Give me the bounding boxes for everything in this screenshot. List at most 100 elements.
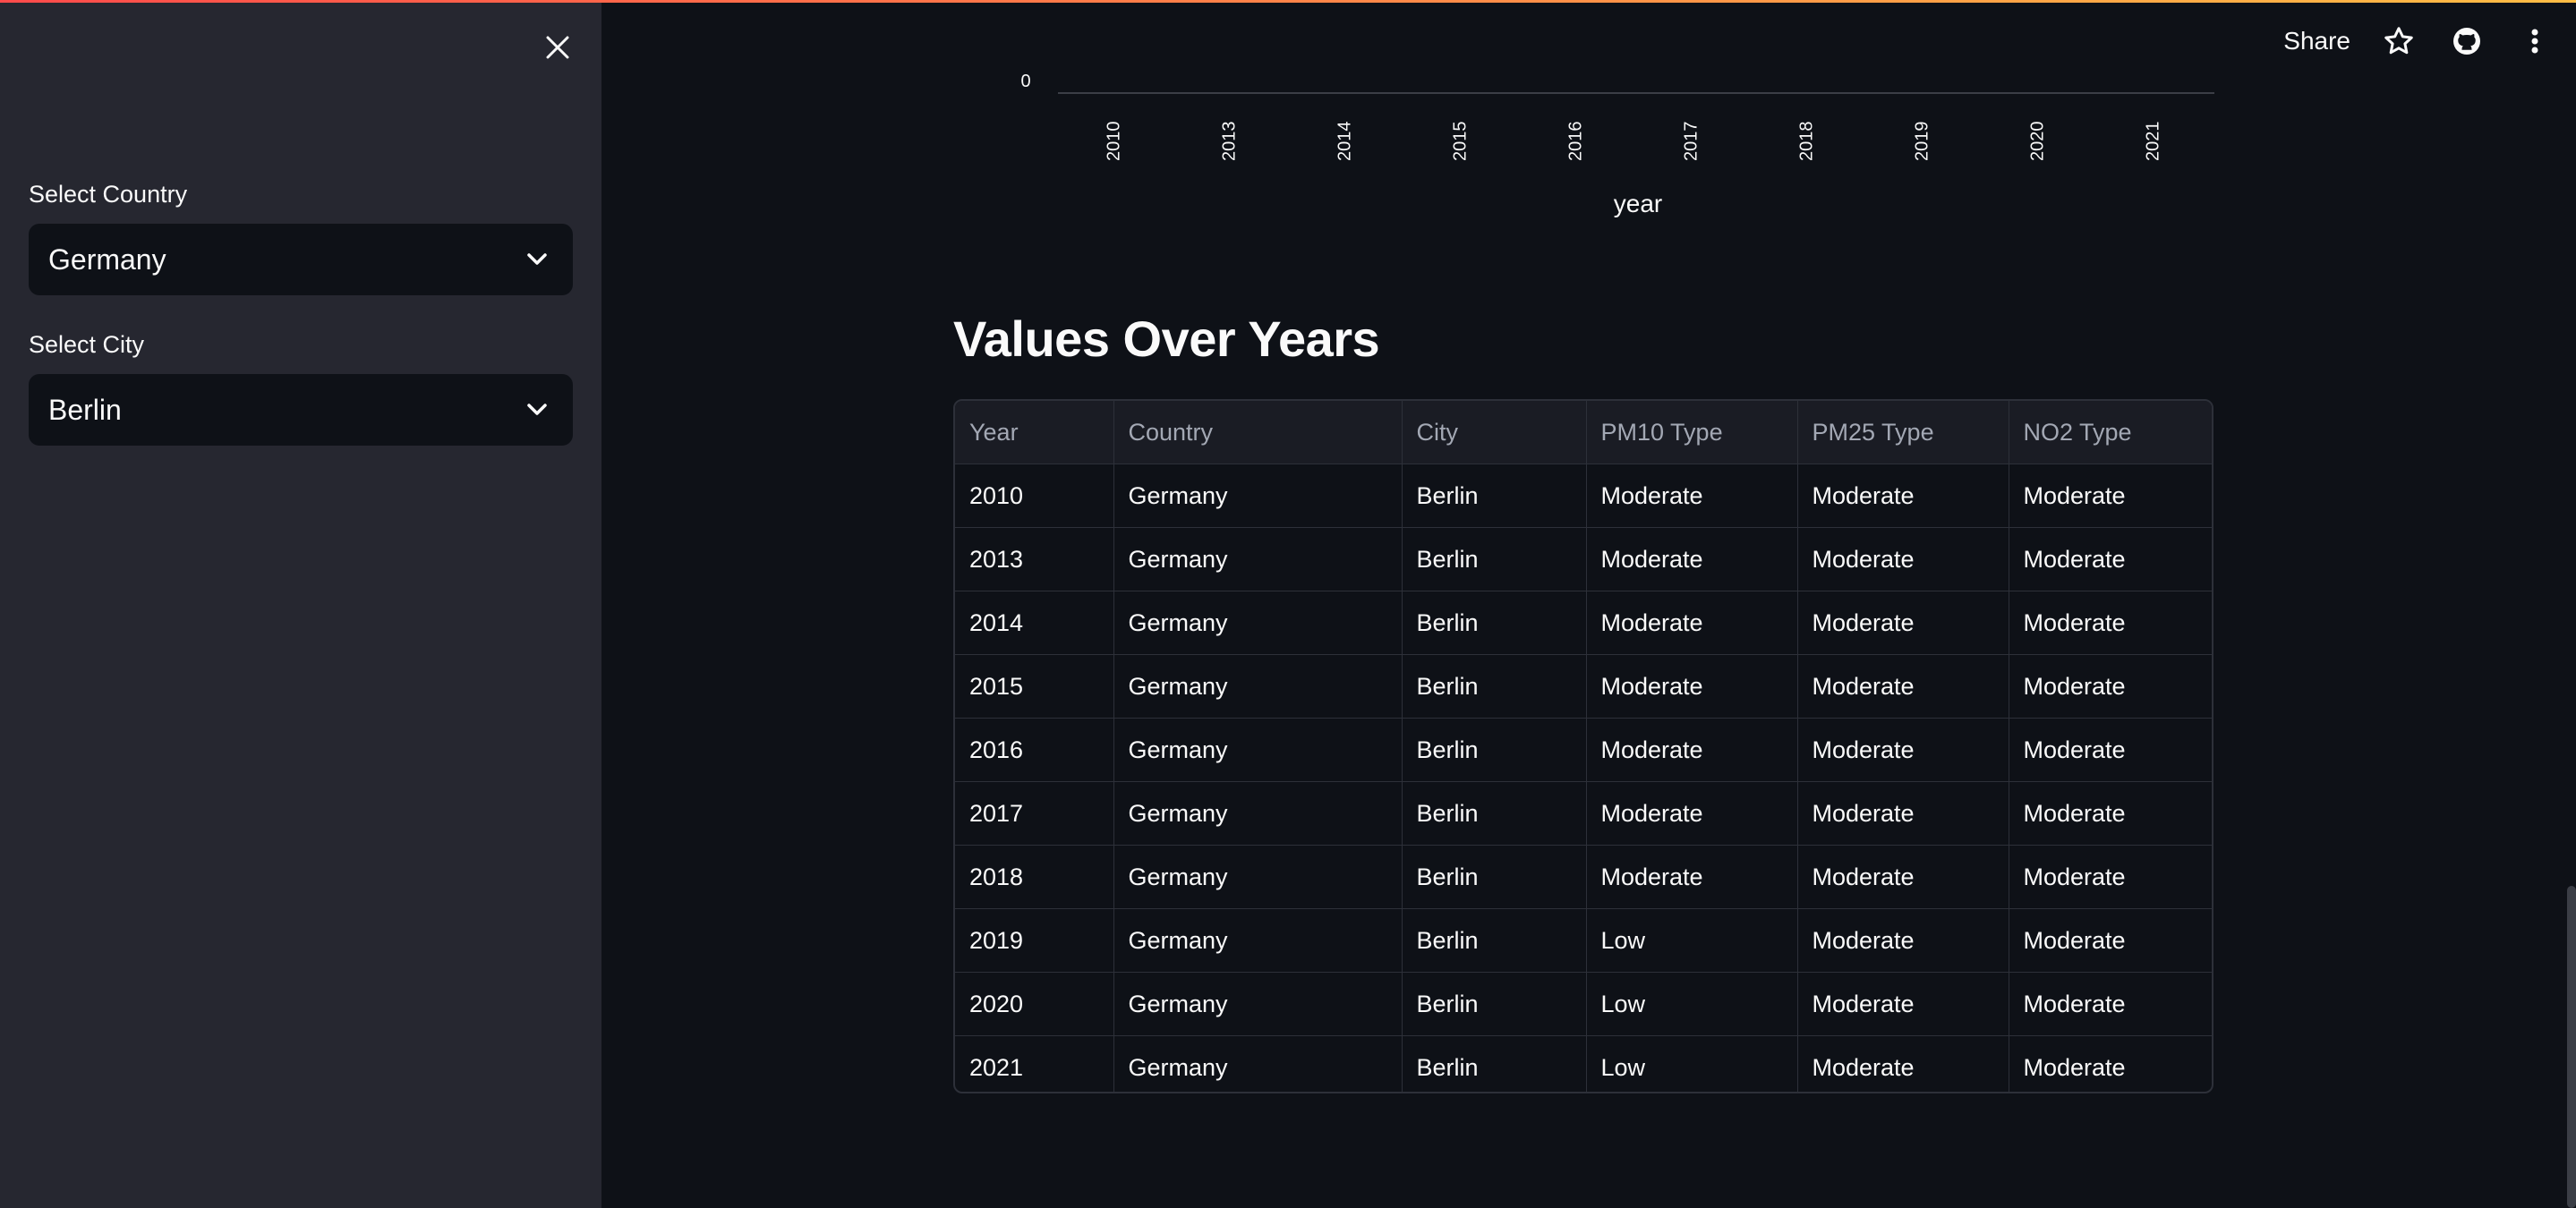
scrollbar[interactable] [2567, 886, 2576, 1208]
table-cell[interactable]: 2016 [955, 718, 1114, 782]
table-cell[interactable]: 2015 [955, 654, 1114, 719]
x-axis-ticks: 2010 2013 2014 2015 2016 2017 2018 2019 2020 2021 [1104, 122, 2162, 162]
table-cell[interactable]: Germany [1113, 908, 1403, 973]
table-cell[interactable]: Moderate [1797, 781, 2009, 846]
table-cell[interactable]: 2017 [955, 781, 1114, 846]
table-cell[interactable]: Germany [1113, 845, 1403, 909]
github-icon[interactable] [2447, 21, 2486, 61]
x-axis-tick-label: 2015 [1450, 122, 1470, 162]
table-cell[interactable]: Berlin [1402, 654, 1587, 719]
table-row[interactable]: 2010 Germany Berlin Moderate Moderate Moderat… [955, 464, 2212, 528]
x-axis-tick-label: 2020 [2027, 122, 2047, 162]
table-cell[interactable]: Berlin [1402, 464, 1587, 528]
table-cell[interactable]: Moderate [1797, 591, 2009, 655]
table-cell[interactable]: Moderate [2009, 464, 2212, 528]
table-cell[interactable]: Low [1586, 972, 1798, 1036]
table-cell[interactable]: Germany [1113, 1035, 1403, 1092]
table-cell[interactable]: Moderate [1586, 718, 1798, 782]
country-select[interactable]: Germany [29, 224, 573, 295]
column-header[interactable]: PM25 Type [1797, 401, 2009, 464]
table-cell[interactable]: Berlin [1402, 908, 1587, 973]
sidebar: Select Country Germany Select City Berli… [0, 0, 601, 1208]
city-select[interactable]: Berlin [29, 374, 573, 446]
column-header[interactable]: City [1402, 401, 1587, 464]
table-cell[interactable]: Moderate [2009, 781, 2212, 846]
table-cell[interactable]: Moderate [2009, 527, 2212, 591]
table-body: 2010 Germany Berlin Moderate Moderate Moderat… [955, 464, 2212, 1092]
table-cell[interactable]: Berlin [1402, 972, 1587, 1036]
table-cell[interactable]: Germany [1113, 464, 1403, 528]
table-cell[interactable]: Berlin [1402, 718, 1587, 782]
column-header[interactable]: PM10 Type [1586, 401, 1798, 464]
column-header[interactable]: Country [1113, 401, 1403, 464]
x-axis-tick-label: 2017 [1681, 122, 1701, 162]
table-cell[interactable]: Moderate [2009, 654, 2212, 719]
y-axis-tick-label: 0 [1020, 72, 1030, 91]
table-cell[interactable]: Moderate [1586, 464, 1798, 528]
table-cell[interactable]: Moderate [1797, 1035, 2009, 1092]
table-header-row: Year Country City PM10 Type PM25 Type NO2 Typ… [955, 401, 2212, 464]
table-row[interactable]: 2014 Germany Berlin Moderate Moderate Moderat… [955, 591, 2212, 655]
table-row[interactable]: 2015 Germany Berlin Moderate Moderate Moderat… [955, 654, 2212, 719]
table-cell[interactable]: Berlin [1402, 781, 1587, 846]
table-cell[interactable]: Moderate [1586, 654, 1798, 719]
table-cell[interactable]: 2021 [955, 1035, 1114, 1092]
city-select-value: Berlin [48, 393, 122, 426]
table-row[interactable]: 2018 Germany Berlin Moderate Moderate Moderat… [955, 845, 2212, 909]
table-cell[interactable]: 2018 [955, 845, 1114, 909]
table-cell[interactable]: Berlin [1402, 527, 1587, 591]
table-cell[interactable]: Moderate [2009, 908, 2212, 973]
table-row[interactable]: 2020 Germany Berlin Low Moderate Moderate [955, 972, 2212, 1036]
table-cell[interactable]: Moderate [1797, 464, 2009, 528]
table-cell[interactable]: Berlin [1402, 591, 1587, 655]
column-header[interactable]: NO2 Type [2009, 401, 2212, 464]
table-cell[interactable]: Moderate [1797, 908, 2009, 973]
table-cell[interactable]: 2013 [955, 527, 1114, 591]
table-cell[interactable]: Moderate [2009, 591, 2212, 655]
x-axis-tick-label: 2016 [1565, 122, 1585, 162]
table-cell[interactable]: Moderate [1586, 527, 1798, 591]
table-cell[interactable]: Moderate [1797, 972, 2009, 1036]
top-accent-bar [0, 0, 2576, 3]
table-row[interactable]: 2019 Germany Berlin Low Moderate Moderate [955, 908, 2212, 973]
table-cell[interactable]: 2020 [955, 972, 1114, 1036]
table-cell[interactable]: Moderate [2009, 972, 2212, 1036]
table-cell[interactable]: Moderate [1586, 781, 1798, 846]
section-title: Values Over Years [953, 311, 1380, 367]
table-row[interactable]: 2021 Germany Berlin Low Moderate Moderate [955, 1035, 2212, 1092]
close-sidebar-button[interactable] [535, 25, 580, 70]
table-cell[interactable]: Germany [1113, 591, 1403, 655]
table-cell[interactable]: Low [1586, 1035, 1798, 1092]
table-cell[interactable]: Moderate [2023, 1053, 2126, 1081]
table-row[interactable]: 2017 Germany Berlin Moderate Moderate Moderat… [955, 781, 2212, 846]
table-cell[interactable]: 2019 [955, 908, 1114, 973]
table-cell[interactable]: Moderate [1797, 527, 2009, 591]
table-cell[interactable]: Berlin [1402, 1035, 1587, 1092]
table-cell[interactable]: Germany [1113, 527, 1403, 591]
data-table[interactable]: Year Country City PM10 Type PM25 Type NO2 Typ… [953, 399, 2213, 1093]
table-row[interactable]: 2016 Germany Berlin Moderate Moderate Moderat… [955, 718, 2212, 782]
table-cell[interactable]: Low [1586, 908, 1798, 973]
table-cell[interactable]: 2014 [955, 591, 1114, 655]
table-cell[interactable]: 2010 [955, 464, 1114, 528]
table-cell[interactable]: Germany [1113, 718, 1403, 782]
table-cell[interactable]: Moderate [2009, 845, 2212, 909]
table-cell[interactable]: Moderate [2009, 718, 2212, 782]
share-button[interactable]: Share [2283, 27, 2350, 55]
table-cell[interactable]: Germany [1113, 781, 1403, 846]
table-cell[interactable]: Berlin [1402, 845, 1587, 909]
x-axis-tick-label: 2019 [1912, 122, 1932, 162]
table-row[interactable]: 2013 Germany Berlin Moderate Moderate Moderat… [955, 527, 2212, 591]
x-axis-tick-label: 2010 [1104, 122, 1123, 162]
more-vertical-icon[interactable] [2515, 21, 2555, 61]
table-cell[interactable]: Moderate [1797, 718, 2009, 782]
select-country-label: Select Country [29, 181, 188, 208]
star-icon[interactable] [2379, 21, 2418, 61]
table-cell[interactable]: Germany [1113, 654, 1403, 719]
column-header[interactable]: Year [955, 401, 1114, 464]
table-cell[interactable]: Moderate [1586, 591, 1798, 655]
table-cell[interactable]: Moderate [1586, 845, 1798, 909]
table-cell[interactable]: Germany [1113, 972, 1403, 1036]
table-cell[interactable]: Moderate [1797, 845, 2009, 909]
table-cell[interactable]: Moderate [1797, 654, 2009, 719]
